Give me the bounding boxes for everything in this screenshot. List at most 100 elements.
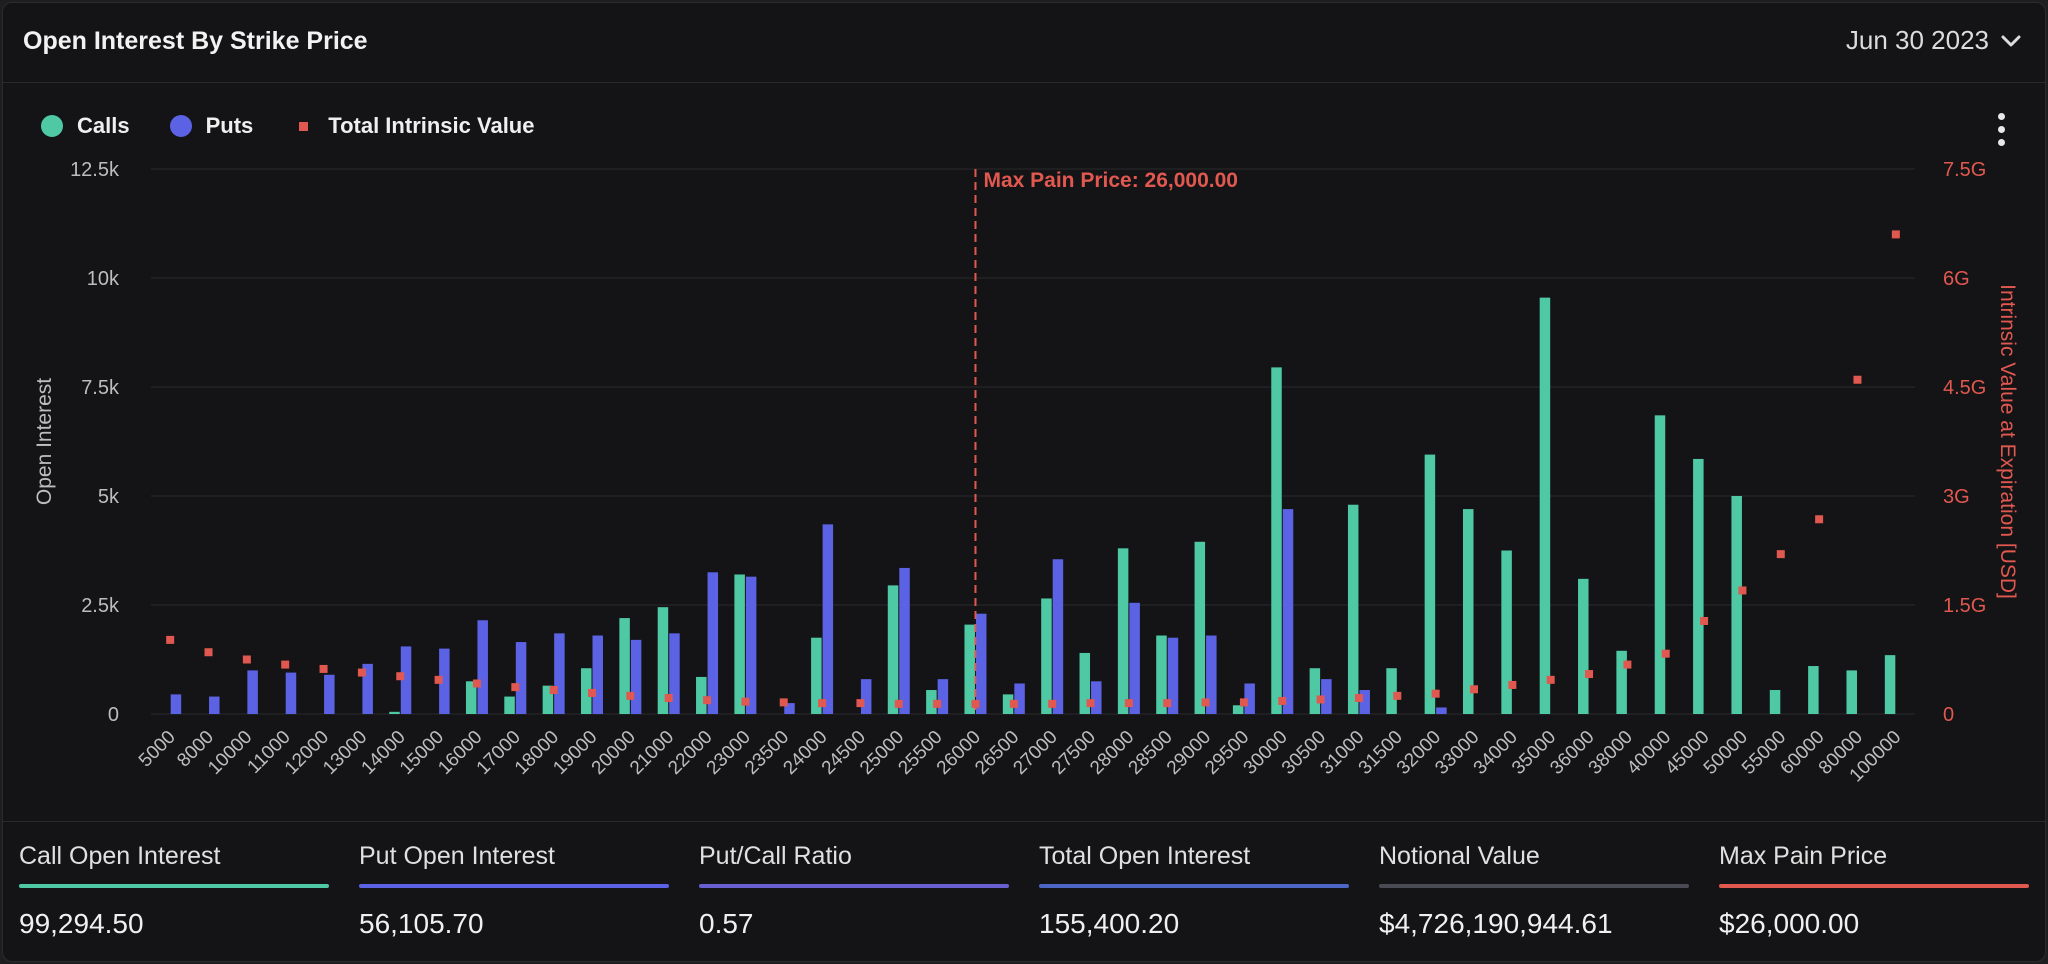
point-intrinsic — [1738, 586, 1747, 595]
point-intrinsic — [818, 699, 827, 708]
point-intrinsic — [1776, 550, 1785, 559]
expiry-date-select[interactable]: Jun 30 2023 — [1846, 25, 2021, 56]
bar-puts — [1321, 679, 1332, 714]
point-intrinsic — [1431, 689, 1440, 698]
point-intrinsic — [1508, 680, 1517, 689]
point-intrinsic — [779, 698, 788, 707]
y-tick-label: 5k — [98, 486, 120, 508]
legend-label-calls: Calls — [77, 113, 130, 138]
point-intrinsic — [549, 686, 558, 695]
stat-total-open-interest: Total Open Interest 155,400.20 — [1039, 842, 1349, 940]
bar-calls — [887, 585, 899, 714]
bar-puts — [1129, 602, 1140, 714]
panel-title: Open Interest By Strike Price — [23, 27, 368, 55]
bar-calls — [1884, 655, 1896, 714]
summary-stats: Call Open Interest 99,294.50 Put Open In… — [3, 821, 2045, 961]
stat-label: Call Open Interest — [19, 842, 221, 870]
y2-tick-label: 6G — [1943, 268, 1970, 290]
x-tick-label: 10000 — [204, 727, 256, 779]
point-intrinsic — [664, 694, 673, 703]
stat-underline — [699, 884, 1009, 888]
bar-calls — [542, 685, 554, 714]
bar-calls — [926, 690, 937, 714]
bar-calls — [1808, 666, 1819, 714]
bar-puts — [324, 674, 335, 714]
y2-axis-label: Intrinsic Value at Expiration [USD] — [1996, 284, 2019, 599]
bar-calls — [619, 618, 630, 714]
bar-puts — [707, 572, 719, 714]
stat-label: Put Open Interest — [359, 842, 555, 870]
bar-calls — [1463, 509, 1474, 714]
point-intrinsic — [1354, 694, 1363, 703]
legend-item-intrinsic[interactable]: Total Intrinsic Value — [293, 113, 534, 139]
more-vertical-icon[interactable] — [1995, 113, 2007, 147]
bars — [170, 297, 1896, 714]
bar-puts — [1282, 509, 1294, 714]
bar-puts — [975, 613, 987, 714]
bar-calls — [1731, 496, 1742, 714]
bar-calls — [1693, 458, 1704, 714]
y-tick-label: 7.5k — [81, 377, 120, 399]
bar-calls — [1309, 668, 1321, 714]
point-intrinsic — [1585, 670, 1594, 679]
bar-calls — [657, 607, 669, 714]
legend-swatch-intrinsic — [299, 121, 309, 131]
point-intrinsic — [281, 660, 290, 669]
grid-lines — [151, 168, 1915, 715]
bar-calls — [1769, 690, 1781, 714]
bar-calls — [734, 574, 745, 714]
point-intrinsic — [1815, 515, 1824, 524]
bar-calls — [1386, 668, 1397, 714]
legend-item-puts[interactable]: Puts — [169, 113, 254, 139]
bar-calls — [1156, 635, 1167, 714]
bar-puts — [745, 576, 757, 714]
stat-underline — [1719, 884, 2029, 888]
bar-puts — [630, 639, 642, 714]
point-intrinsic — [166, 635, 175, 644]
point-intrinsic — [1239, 698, 1248, 707]
bar-puts — [669, 633, 680, 714]
y2-tick-label: 0 — [1943, 704, 1954, 726]
bar-puts — [1206, 635, 1217, 714]
point-intrinsic — [741, 697, 750, 706]
bar-calls — [1117, 548, 1129, 714]
stat-notional-value: Notional Value $4,726,190,944.61 — [1379, 842, 1689, 940]
bar-puts — [362, 663, 373, 714]
bar-calls — [1539, 297, 1551, 714]
y2-tick-label: 3G — [1943, 486, 1970, 508]
legend-swatch-puts — [169, 115, 192, 137]
bar-calls — [1079, 652, 1091, 714]
point-intrinsic — [396, 672, 405, 681]
bar-puts — [1359, 690, 1370, 714]
point-intrinsic — [357, 668, 366, 677]
bar-puts — [899, 567, 910, 714]
stat-value: 56,105.70 — [359, 908, 484, 939]
bar-calls — [696, 676, 707, 714]
bar-calls — [504, 696, 515, 714]
bar-calls — [1232, 705, 1244, 714]
legend-item-calls[interactable]: Calls — [41, 113, 130, 139]
bar-puts — [1436, 707, 1447, 714]
point-intrinsic — [434, 675, 443, 684]
bar-calls — [1578, 578, 1589, 714]
bar-puts — [170, 694, 182, 714]
point-intrinsic — [1853, 375, 1862, 384]
bar-calls — [581, 668, 592, 714]
legend-label-puts: Puts — [205, 113, 254, 138]
y2-tick-label: 4.5G — [1943, 377, 1986, 399]
stat-label: Max Pain Price — [1719, 842, 1888, 870]
chevron-down-icon — [2001, 34, 2021, 48]
point-intrinsic — [1278, 696, 1287, 705]
stat-underline — [19, 884, 329, 888]
legend-label-intrinsic: Total Intrinsic Value — [328, 113, 535, 138]
x-tick-label: 5000 — [135, 727, 180, 772]
bar-puts — [477, 620, 488, 714]
stat-call-open-interest: Call Open Interest 99,294.50 — [19, 842, 329, 940]
point-intrinsic — [472, 679, 481, 688]
bar-puts — [439, 648, 450, 714]
point-intrinsic — [1124, 699, 1133, 708]
bar-puts — [784, 703, 795, 714]
bar-puts — [515, 642, 527, 714]
point-intrinsic — [319, 664, 328, 673]
